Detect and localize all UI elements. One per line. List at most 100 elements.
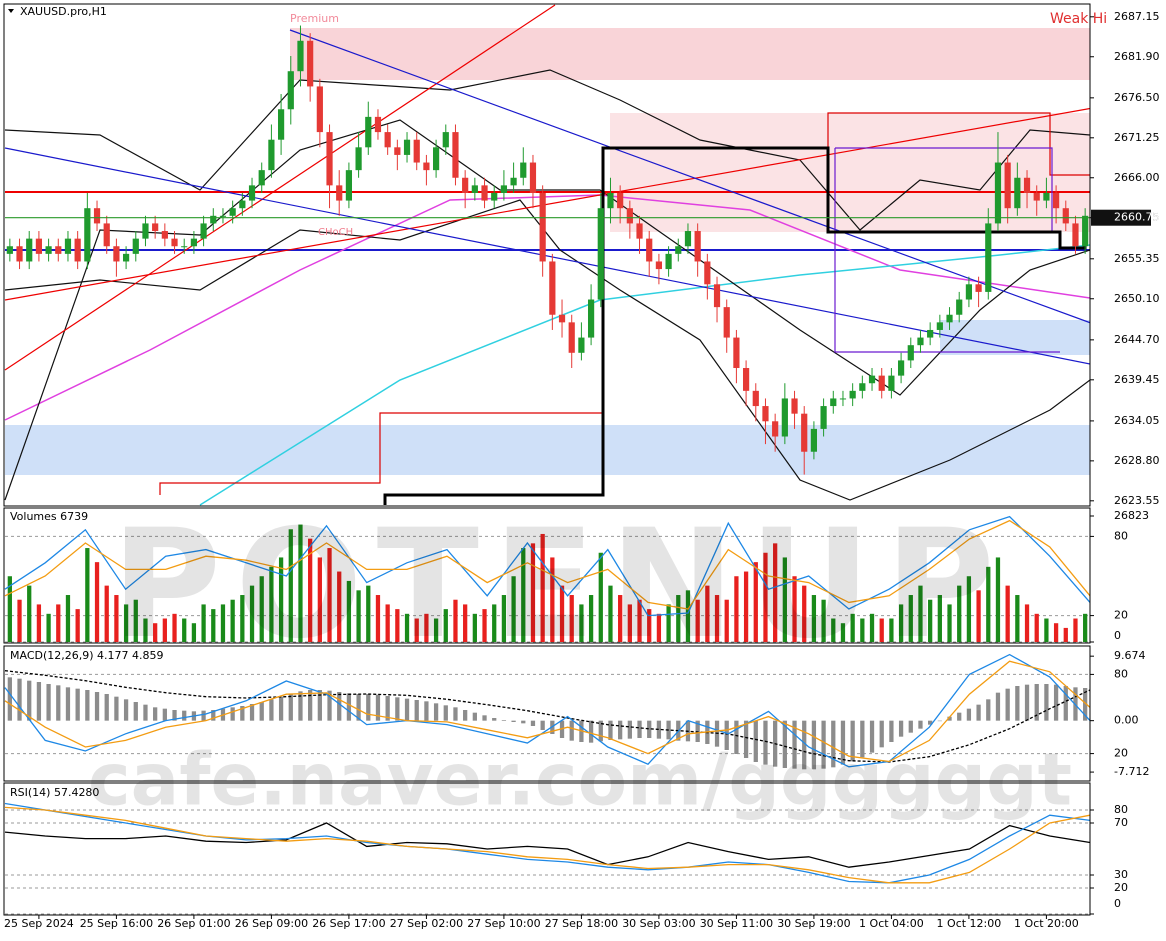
bar — [608, 585, 613, 642]
bar — [802, 585, 807, 642]
y-tick-label: 80 — [1114, 803, 1128, 816]
band-lower — [4, 199, 1090, 501]
indicator-line — [4, 515, 1091, 617]
candle-body — [897, 360, 905, 376]
bar — [511, 720, 516, 722]
bar — [511, 576, 516, 642]
candle-body — [413, 139, 420, 163]
trendline-red — [4, 4, 556, 371]
bar — [898, 604, 904, 642]
watermark-url: cafe.naver.com/ggggggt — [88, 738, 1072, 822]
bar — [443, 609, 448, 642]
candle-body — [84, 208, 91, 262]
bar — [618, 720, 623, 740]
candle-body — [723, 307, 730, 338]
bar — [414, 618, 419, 642]
bar — [211, 710, 216, 721]
bar — [463, 710, 468, 721]
bar — [918, 720, 923, 729]
candle-body — [423, 162, 430, 171]
frames — [3, 3, 1091, 916]
bar — [443, 705, 448, 721]
bar — [298, 524, 303, 642]
bar — [17, 599, 22, 642]
bar — [947, 604, 952, 642]
bar — [753, 720, 758, 762]
bar — [850, 720, 855, 762]
bar — [937, 595, 942, 642]
bar — [1044, 684, 1049, 721]
bar — [869, 720, 875, 753]
candle-body — [936, 322, 943, 330]
candle-body — [219, 215, 227, 217]
bar — [831, 720, 836, 768]
y-tick-label: 2681.90 — [1114, 50, 1160, 63]
bar — [395, 609, 400, 642]
bar — [259, 576, 264, 642]
bar — [676, 595, 681, 642]
bar — [918, 585, 923, 642]
current-price-box — [1091, 209, 1151, 226]
bar — [346, 693, 352, 721]
y-tick-label: 2687.15 — [1114, 10, 1160, 23]
candle-body — [355, 147, 362, 171]
bar — [308, 690, 313, 721]
trendline-red-2 — [4, 107, 1090, 301]
bar — [56, 685, 61, 721]
bar — [182, 618, 187, 642]
y-tick-label: 2650.10 — [1114, 292, 1160, 305]
bar — [840, 720, 846, 765]
candle-body — [878, 375, 885, 391]
x-tick-label: 30 Sep 03:00 — [622, 917, 695, 930]
candle-body — [74, 238, 81, 262]
bar — [123, 699, 129, 721]
candle-body — [500, 185, 508, 193]
y-tick-label: 2644.70 — [1114, 333, 1160, 346]
band-middle — [4, 119, 1090, 501]
candle-body — [907, 345, 914, 361]
trendline-blue — [289, 29, 1090, 324]
y-tick-label: 80 — [1114, 667, 1128, 680]
y-tick-label: 70 — [1114, 816, 1128, 829]
bar — [1063, 686, 1068, 721]
bar — [656, 720, 662, 739]
candle-body — [403, 139, 411, 155]
bar — [143, 618, 148, 642]
bar — [714, 595, 720, 642]
bar — [1034, 613, 1039, 642]
bar — [56, 604, 61, 642]
bar — [637, 599, 642, 642]
candle-body — [35, 238, 43, 254]
bar — [201, 710, 206, 721]
candle-body — [994, 162, 1002, 224]
candle-body — [946, 314, 953, 323]
candle-body — [287, 71, 294, 110]
bar — [114, 696, 119, 721]
data-layer: 2687.15 2681.90 2676.50 2671.25 2666.00 2660.… — [4, 10, 1159, 930]
bar — [889, 618, 894, 642]
bar — [1015, 595, 1020, 642]
candle-body — [1072, 223, 1079, 247]
candle-body — [888, 375, 895, 391]
bar — [995, 557, 1001, 642]
bar — [947, 716, 952, 721]
bar — [453, 707, 458, 721]
candle-body — [277, 109, 285, 140]
step-purple — [834, 147, 1060, 353]
bar — [1015, 686, 1020, 721]
bar — [346, 580, 352, 642]
candle-body — [655, 261, 663, 270]
bar — [879, 618, 884, 642]
bar — [724, 599, 729, 642]
bar — [763, 720, 768, 765]
candle-body — [684, 231, 692, 247]
candle-body — [810, 428, 818, 452]
menu-arrow[interactable] — [8, 9, 14, 13]
bar — [724, 720, 729, 750]
bar — [182, 710, 187, 721]
bar — [385, 696, 390, 721]
candle-body — [1014, 177, 1021, 209]
bar — [821, 599, 826, 642]
bar — [36, 682, 42, 721]
candle-body — [481, 185, 488, 201]
